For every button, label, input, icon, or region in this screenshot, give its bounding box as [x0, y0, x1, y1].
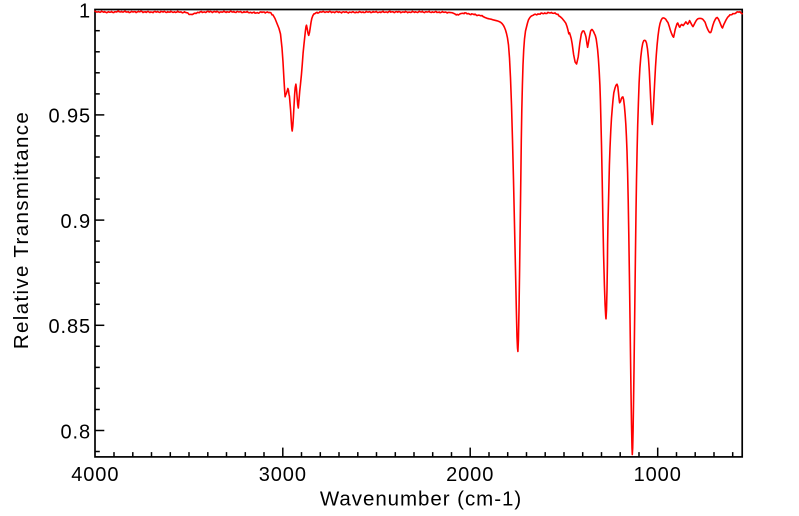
svg-text:2000: 2000 — [446, 464, 494, 486]
svg-text:1: 1 — [79, 1, 91, 23]
svg-text:0.9: 0.9 — [60, 211, 91, 233]
svg-text:Wavenumber (cm-1): Wavenumber (cm-1) — [320, 488, 522, 511]
svg-text:0.95: 0.95 — [48, 106, 91, 128]
svg-text:0.8: 0.8 — [60, 421, 91, 443]
svg-text:Relative Transmittance: Relative Transmittance — [10, 111, 33, 349]
svg-text:3000: 3000 — [259, 464, 307, 486]
svg-text:4000: 4000 — [71, 464, 119, 486]
svg-text:0.85: 0.85 — [48, 316, 91, 338]
svg-text:1000: 1000 — [634, 464, 682, 486]
